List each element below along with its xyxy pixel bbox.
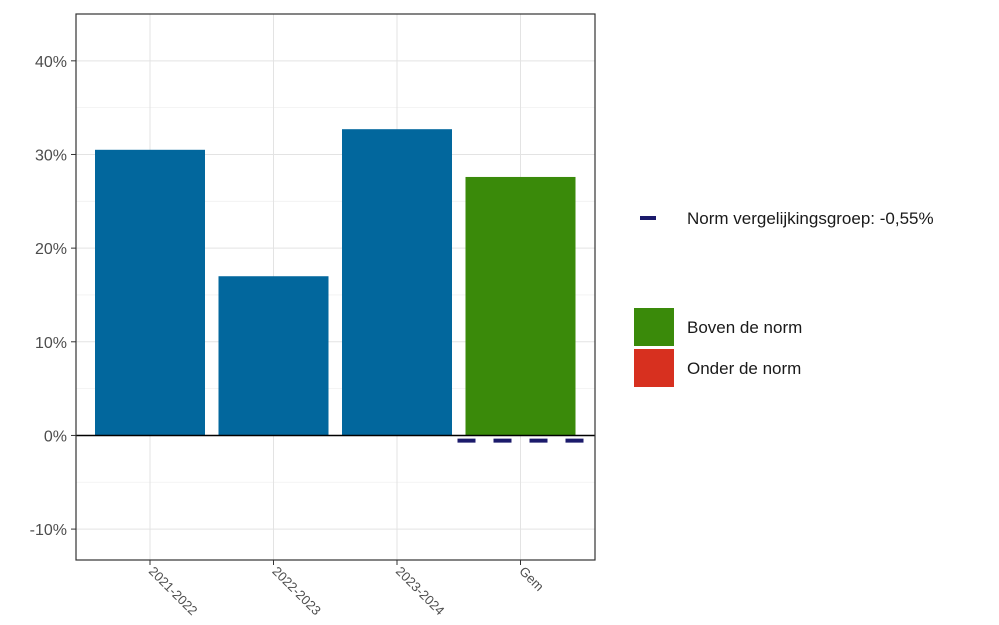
legend-key-boven [634,308,674,346]
y-tick-label: -10% [30,522,67,539]
y-tick-label: 10% [35,335,67,352]
y-tick-label: 20% [35,241,67,258]
x-tick-label: 2021-2022 [146,564,201,619]
y-axis: -10% 0% 10% 20% 30% 40% [30,54,76,539]
bar-Gem [465,176,576,436]
bars [95,129,576,436]
legend-norm-label: Norm vergelijkingsgroep: -0,55% [687,209,934,228]
y-tick-label: 30% [35,147,67,164]
bar-2022-2023 [218,276,329,436]
y-tick-label: 0% [44,428,67,445]
legend-label-boven: Boven de norm [687,318,802,337]
x-tick-label: Gem [516,564,547,595]
x-axis: 2021-2022 2022-2023 2023-2024 Gem [146,560,547,618]
y-tick-label: 40% [35,54,67,71]
legend: Norm vergelijkingsgroep: -0,55% Boven de… [634,209,934,387]
x-tick-label: 2022-2023 [269,564,324,619]
bar-2023-2024 [342,129,452,436]
legend-label-onder: Onder de norm [687,359,801,378]
legend-key-onder [634,349,674,387]
x-tick-label: 2023-2024 [393,564,448,619]
bar-2021-2022 [95,149,205,436]
plot-border [75,13,596,561]
